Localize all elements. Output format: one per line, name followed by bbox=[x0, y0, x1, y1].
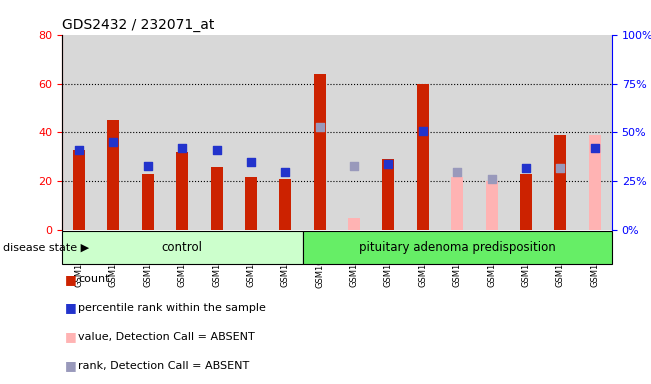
Bar bbox=[371, 35, 406, 230]
Bar bbox=[451, 177, 464, 230]
Text: GDS2432 / 232071_at: GDS2432 / 232071_at bbox=[62, 18, 214, 32]
Bar bbox=[142, 174, 154, 230]
Bar bbox=[165, 35, 199, 230]
Bar bbox=[577, 35, 612, 230]
Bar bbox=[268, 35, 303, 230]
Point bbox=[177, 145, 187, 151]
Bar bbox=[589, 135, 601, 230]
Bar bbox=[382, 159, 395, 230]
Text: ■: ■ bbox=[65, 359, 77, 372]
Bar bbox=[509, 35, 543, 230]
Point bbox=[108, 139, 118, 146]
Bar bbox=[555, 135, 566, 230]
Bar bbox=[279, 179, 292, 230]
Bar bbox=[245, 177, 257, 230]
Bar bbox=[303, 231, 612, 264]
Bar bbox=[486, 182, 497, 230]
Text: ■: ■ bbox=[65, 301, 77, 314]
Point bbox=[418, 127, 428, 134]
Bar bbox=[348, 218, 360, 230]
Text: percentile rank within the sample: percentile rank within the sample bbox=[78, 303, 266, 313]
Bar bbox=[62, 35, 96, 230]
Point bbox=[212, 147, 222, 153]
Text: value, Detection Call = ABSENT: value, Detection Call = ABSENT bbox=[78, 332, 255, 342]
Point bbox=[74, 147, 84, 153]
Text: control: control bbox=[161, 241, 202, 254]
Bar bbox=[406, 35, 440, 230]
Point bbox=[245, 159, 256, 165]
Bar bbox=[96, 35, 131, 230]
Bar bbox=[131, 35, 165, 230]
Bar bbox=[475, 35, 509, 230]
Point bbox=[383, 161, 394, 167]
Point bbox=[590, 145, 600, 151]
Bar bbox=[417, 84, 429, 230]
Bar bbox=[543, 35, 577, 230]
Bar bbox=[107, 120, 119, 230]
Bar bbox=[337, 35, 371, 230]
Text: pituitary adenoma predisposition: pituitary adenoma predisposition bbox=[359, 241, 555, 254]
Bar bbox=[303, 35, 337, 230]
Bar bbox=[62, 231, 303, 264]
Bar bbox=[234, 35, 268, 230]
Point bbox=[143, 163, 153, 169]
Point bbox=[555, 165, 566, 171]
Text: count: count bbox=[78, 274, 109, 284]
Bar bbox=[520, 174, 532, 230]
Text: ■: ■ bbox=[65, 273, 77, 286]
Bar bbox=[176, 152, 188, 230]
Point bbox=[280, 169, 290, 175]
Point bbox=[349, 163, 359, 169]
Text: ■: ■ bbox=[65, 330, 77, 343]
Point bbox=[314, 124, 325, 130]
Point bbox=[521, 165, 531, 171]
Point bbox=[452, 169, 462, 175]
Text: rank, Detection Call = ABSENT: rank, Detection Call = ABSENT bbox=[78, 361, 249, 371]
Bar bbox=[440, 35, 475, 230]
Bar bbox=[73, 150, 85, 230]
Point bbox=[486, 176, 497, 182]
Bar bbox=[199, 35, 234, 230]
Bar bbox=[210, 167, 223, 230]
Text: disease state ▶: disease state ▶ bbox=[3, 242, 89, 253]
Bar bbox=[314, 74, 326, 230]
